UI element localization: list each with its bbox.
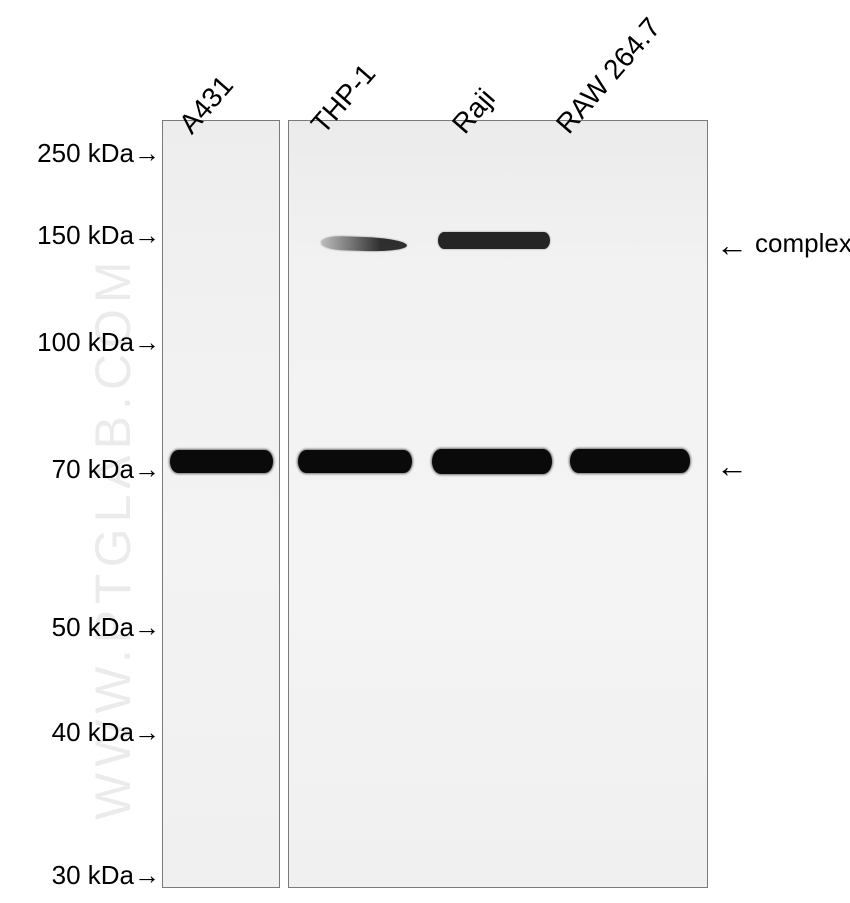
marker-label-40kDa: 40 kDa→ [52,717,160,748]
marker-text: 100 kDa [37,327,134,357]
western-blot-figure: WWW.PTGLAB.COM ← complex ← 250 kDa→150 k… [0,0,850,903]
marker-text: 70 kDa [52,454,134,484]
marker-text: 50 kDa [52,612,134,642]
marker-label-150kDa: 150 kDa→ [37,220,160,251]
marker-arrow-icon: → [134,327,160,358]
marker-arrow-icon: → [134,612,160,643]
marker-label-250kDa: 250 kDa→ [37,138,160,169]
marker-text: 150 kDa [37,220,134,250]
marker-text: 30 kDa [52,860,134,890]
marker-arrow-icon: → [134,454,160,485]
band-complex-lane3 [438,232,550,249]
marker-arrow-icon: → [134,220,160,251]
blot-membrane-lane1 [162,120,280,888]
marker-label-30kDa: 30 kDa→ [52,860,160,891]
band-70kda-lane4 [570,449,690,473]
marker-arrow-icon: → [134,717,160,748]
complex-arrow: ← [716,229,748,261]
marker-arrow-icon: → [134,860,160,891]
main-band-arrow: ← [716,450,748,482]
marker-label-50kDa: 50 kDa→ [52,612,160,643]
marker-label-100kDa: 100 kDa→ [37,327,160,358]
marker-label-70kDa: 70 kDa→ [52,454,160,485]
band-70kda-lane3 [432,449,552,474]
complex-label: complex [755,228,850,259]
band-70kda-lane2 [298,450,412,473]
marker-text: 40 kDa [52,717,134,747]
marker-text: 250 kDa [37,138,134,168]
marker-arrow-icon: → [134,138,160,169]
band-70kda-lane1 [170,450,273,473]
